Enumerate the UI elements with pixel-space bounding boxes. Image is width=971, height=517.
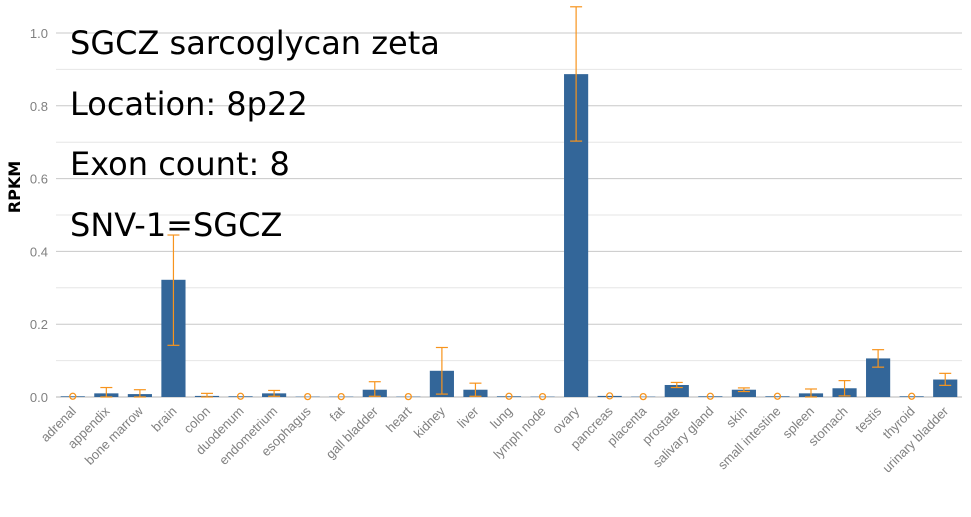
error-bar [538,392,547,401]
gene-exon-count: Exon count: 8 [70,145,290,183]
gene-snv: SNV-1=SGCZ [70,206,283,244]
error-bar [639,392,647,401]
error-bar [872,349,885,368]
error-bar [404,392,412,401]
bar-adrenal [60,396,85,397]
error-bar [69,392,77,400]
bar-duodenum [228,396,253,397]
error-bar [838,380,851,397]
error-bar [606,392,614,400]
error-bar [939,372,952,386]
bar-pancreas [597,395,622,397]
bar-thyroid [899,396,924,397]
error-bar [435,346,448,395]
error-bar [670,381,683,389]
bar-prostate [664,384,689,397]
error-bar [167,234,180,346]
error-bar [908,392,916,400]
error-bar [570,6,583,142]
error-bar [469,382,482,397]
x-tick-label: fat [327,403,348,424]
error-bar [505,392,513,400]
error-bar [304,392,312,401]
x-tick-label: kidney [411,403,449,441]
x-tick-label: brain [149,404,180,435]
bar-small-intestine [765,396,790,397]
bar-urinary-bladder [933,379,958,397]
y-tick-label: 0.4 [30,244,48,259]
y-axis-label: RPKM [5,161,24,213]
error-bar [268,389,281,397]
y-tick-label: 0.6 [30,172,48,187]
y-tick-label: 1.0 [30,26,48,41]
bar-salivary-gland [698,396,723,397]
error-bar [706,392,714,400]
gene-location: Location: 8p22 [70,85,308,123]
error-bar [368,381,381,397]
error-bar [100,386,113,398]
error-bar [236,392,245,400]
x-tick-label: skin [723,404,750,431]
error-bar [337,392,345,401]
bar-skin [731,389,756,397]
bar-lung [496,396,522,397]
y-axis-ticks: 0.0 0.2 0.4 0.6 0.8 1.0 [30,26,48,405]
error-bars [69,6,952,401]
gene-title: SGCZ sarcoglycan zeta [70,24,440,62]
error-bar [773,392,782,400]
x-tick-label: lung [487,404,515,432]
error-bar [805,388,817,398]
y-tick-label: 0.8 [30,99,48,114]
error-bar [737,387,750,393]
error-bar [133,389,146,398]
grid-lines [56,32,962,398]
error-bar [201,392,213,398]
y-tick-label: 0.2 [30,317,48,332]
x-tick-label: liver [454,403,482,431]
y-tick-label: 0.0 [30,390,48,405]
